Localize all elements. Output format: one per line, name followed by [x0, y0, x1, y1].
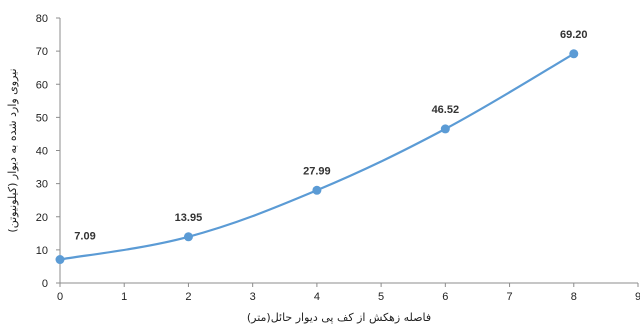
x-tick-label: 3 [250, 291, 256, 303]
y-tick-label: 30 [36, 179, 48, 191]
x-tick-label: 5 [378, 291, 384, 303]
x-tick-label: 0 [57, 291, 63, 303]
y-tick-label: 20 [36, 212, 48, 224]
x-tick-label: 1 [121, 291, 127, 303]
y-tick-label: 80 [36, 13, 48, 25]
data-point [440, 124, 450, 134]
data-label: 13.95 [175, 212, 203, 224]
axes [59, 18, 638, 284]
data-label: 27.99 [303, 165, 331, 177]
x-tick-label: 7 [506, 291, 512, 303]
data-points [55, 49, 579, 265]
data-label: 46.52 [432, 104, 460, 116]
y-tick-label: 70 [36, 46, 48, 58]
y-tick-label: 10 [36, 245, 48, 257]
data-labels: 7.09 13.95 27.99 46.52 69.20 [74, 29, 587, 243]
data-label: 7.09 [74, 231, 95, 243]
x-tick-label: 8 [571, 291, 577, 303]
data-label: 69.20 [560, 29, 588, 41]
y-tick-label: 60 [36, 79, 48, 91]
y-axis-title: نیروی وارد شده به دیوار (کیلونیوتن) [6, 68, 19, 232]
x-axis-ticks: 0 1 2 3 4 5 6 7 8 9 [57, 283, 640, 303]
data-point [312, 185, 322, 195]
data-point [569, 49, 579, 59]
data-point [55, 255, 65, 265]
y-tick-label: 40 [36, 146, 48, 158]
y-axis-ticks: 0 10 20 30 40 50 60 70 80 [36, 13, 60, 290]
y-tick-label: 50 [36, 112, 48, 124]
series-line [59, 52, 575, 261]
data-point [183, 232, 193, 242]
x-tick-label: 2 [185, 291, 191, 303]
x-tick-label: 6 [442, 291, 448, 303]
x-axis-title: فاصله زهکش از کف پی دیوار حائل(متر) [247, 311, 431, 324]
x-tick-label: 9 [635, 291, 640, 303]
y-tick-label: 0 [42, 278, 48, 290]
x-tick-label: 4 [314, 291, 320, 303]
